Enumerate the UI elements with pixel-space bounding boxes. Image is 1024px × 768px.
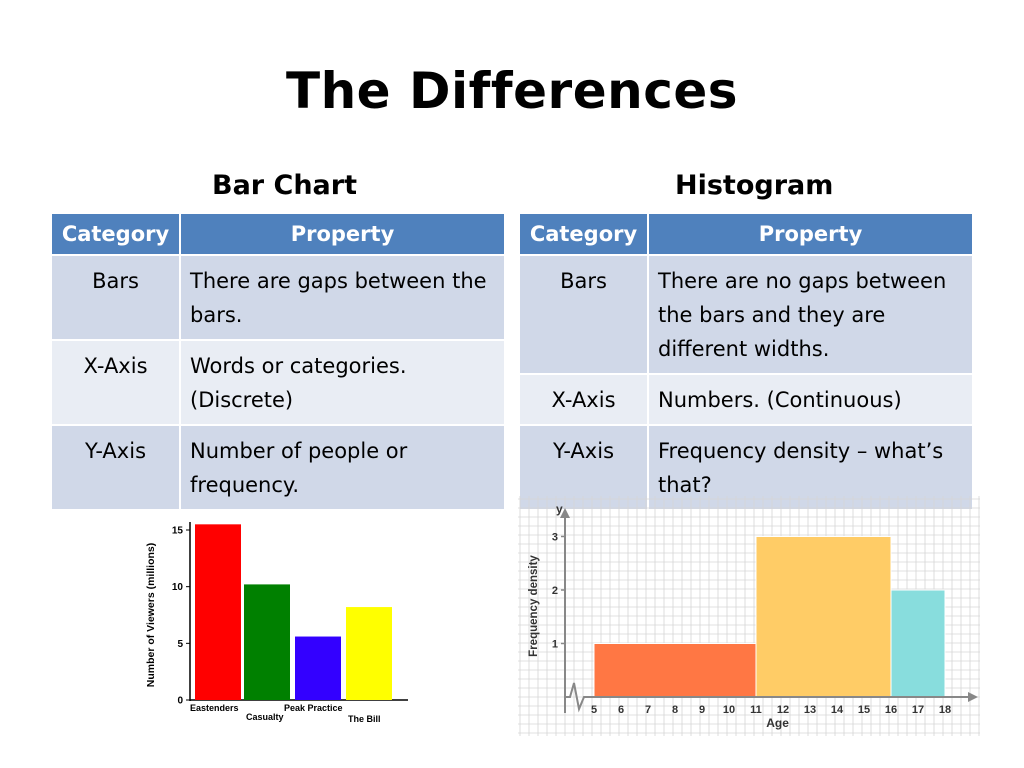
y-tick-label: 0 [177, 696, 183, 707]
x-tick-label: 18 [939, 704, 951, 716]
x-tick-label: Peak Practice [284, 703, 343, 713]
x-tick-label: 14 [831, 704, 844, 716]
category-cell: X-Axis [520, 375, 647, 424]
y-axis-letter: y [556, 502, 563, 516]
table-row: Bars There are gaps between the bars. [52, 256, 504, 339]
property-cell: Number of people or frequency. [181, 426, 504, 509]
y-axis-label: Number of Viewers (millions) [145, 543, 157, 688]
property-header: Property [181, 214, 504, 254]
x-tick-label: 13 [804, 704, 816, 716]
x-tick-label: 17 [912, 704, 924, 716]
bar-eastenders [195, 524, 241, 700]
x-tick-label: 7 [645, 704, 651, 716]
bar-chart: Number of Viewers (millions) 0 5 10 15 Easten… [145, 522, 408, 724]
y-tick-label: 15 [172, 526, 184, 537]
x-tick-label: 10 [723, 704, 735, 716]
table-header-row: Category Property [52, 214, 504, 254]
category-cell: Bars [52, 256, 179, 339]
slide-title: The Differences [285, 62, 739, 120]
bar-chart-table: Category Property Bars There are gaps be… [50, 212, 506, 511]
x-tick-label: Eastenders [190, 703, 239, 713]
histogram-bar [755, 536, 892, 698]
category-header: Category [52, 214, 179, 254]
y-axis-arrow [560, 508, 570, 518]
property-cell: There are gaps between the bars. [181, 256, 504, 339]
x-tick-label: 5 [591, 704, 597, 716]
histogram-heading: Histogram [675, 170, 834, 201]
x-axis-line [565, 682, 970, 713]
bar-the-bill [346, 607, 392, 700]
category-header: Category [520, 214, 647, 254]
x-tick-label: 8 [672, 704, 678, 716]
table-row: X-Axis Numbers. (Continuous) [520, 375, 972, 424]
bar-chart-heading: Bar Chart [212, 170, 357, 201]
y-tick-label: 2 [552, 585, 558, 597]
histogram-table: Category Property Bars There are no gaps… [518, 212, 974, 511]
bar-peak-practice [295, 636, 341, 700]
category-cell: Y-Axis [52, 426, 179, 509]
y-tick-label: 3 [552, 532, 558, 544]
y-tick-label: 10 [172, 582, 184, 593]
x-tick-label: 9 [699, 704, 705, 716]
property-header: Property [649, 214, 972, 254]
property-cell: There are no gaps between the bars and t… [649, 256, 972, 373]
x-tick-label: 12 [777, 704, 789, 716]
histogram-bar [890, 589, 946, 698]
property-cell: Numbers. (Continuous) [649, 375, 972, 424]
property-cell: Frequency density – what’s that? [649, 426, 972, 509]
x-tick-label: 15 [858, 704, 870, 716]
x-tick-label: 6 [618, 704, 624, 716]
x-tick-label: 16 [885, 704, 897, 716]
x-axis-arrow [968, 692, 978, 702]
category-cell: X-Axis [52, 341, 179, 424]
category-cell: Y-Axis [520, 426, 647, 509]
histogram-bar [593, 643, 757, 698]
x-axis-label: Age [766, 716, 789, 730]
table-row: Y-Axis Frequency density – what’s that? [520, 426, 972, 509]
table-row: Y-Axis Number of people or frequency. [52, 426, 504, 509]
property-cell: Words or categories. (Discrete) [181, 341, 504, 424]
bar-casualty [244, 584, 290, 700]
x-tick-label: 11 [750, 704, 762, 716]
y-tick-label: 5 [177, 639, 183, 650]
x-tick-label: Casualty [246, 712, 284, 722]
table-row: Bars There are no gaps between the bars … [520, 256, 972, 373]
x-tick-label: The Bill [348, 714, 381, 724]
table-row: X-Axis Words or categories. (Discrete) [52, 341, 504, 424]
y-axis-label: Frequency density [528, 555, 540, 657]
category-cell: Bars [520, 256, 647, 373]
y-tick-label: 1 [552, 639, 558, 651]
table-header-row: Category Property [520, 214, 972, 254]
